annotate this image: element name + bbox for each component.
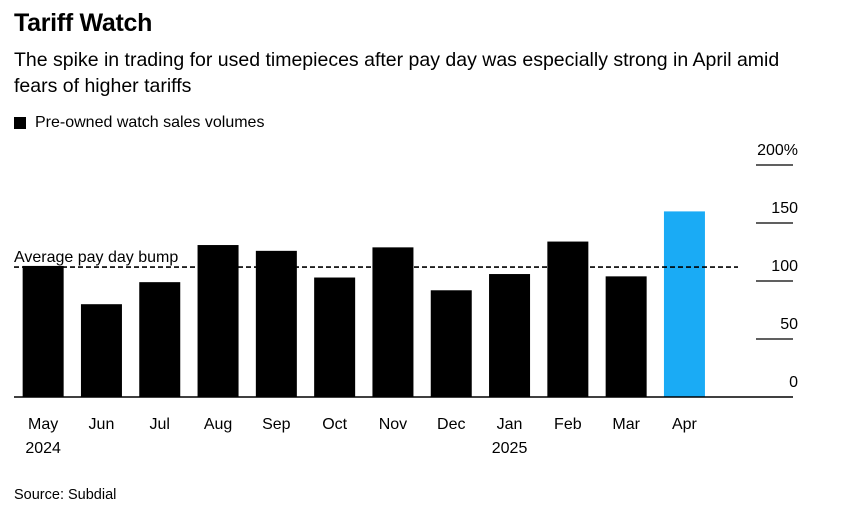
bar	[22, 265, 64, 397]
chart-subtitle: The spike in trading for used timepieces…	[14, 49, 780, 97]
x-tick-label: Jul	[150, 416, 170, 433]
legend: Pre-owned watch sales volumes	[14, 114, 264, 132]
bar	[314, 277, 356, 397]
x-tick-label: Nov	[379, 416, 407, 433]
x-tick-label: Sep	[262, 416, 291, 433]
bar	[372, 247, 414, 397]
x-year-label: 2024	[25, 440, 61, 457]
bar	[80, 304, 122, 397]
x-tick-label: May	[28, 416, 58, 433]
source-note: Source: Subdial	[14, 487, 117, 503]
bar	[605, 276, 647, 397]
y-tick-label: 0	[789, 374, 798, 391]
legend-label: Pre-owned watch sales volumes	[35, 114, 265, 131]
bar	[489, 274, 531, 397]
bar	[139, 282, 181, 397]
bar	[663, 211, 705, 397]
x-tick-label: Oct	[322, 416, 347, 433]
bar	[547, 241, 589, 397]
y-tick-label: 50	[780, 316, 798, 333]
x-tick-label: Jun	[89, 416, 115, 433]
x-tick-label: Feb	[554, 416, 582, 433]
x-tick-label: Aug	[204, 416, 232, 433]
x-tick-label: Jan	[497, 416, 523, 433]
reference-line-label: Average pay day bump	[14, 249, 178, 266]
y-tick-label: 200%	[757, 142, 798, 159]
x-tick-label: Apr	[672, 416, 698, 433]
legend-swatch	[14, 117, 26, 129]
bar	[430, 290, 472, 397]
x-tick-label: Dec	[437, 416, 465, 433]
y-tick-label: 100	[771, 258, 798, 275]
bar	[255, 250, 297, 397]
bar	[197, 245, 239, 397]
x-tick-label: Mar	[612, 416, 640, 433]
y-tick-label: 150	[771, 200, 798, 217]
chart-title: Tariff Watch	[14, 9, 153, 37]
x-year-label: 2025	[492, 440, 528, 457]
